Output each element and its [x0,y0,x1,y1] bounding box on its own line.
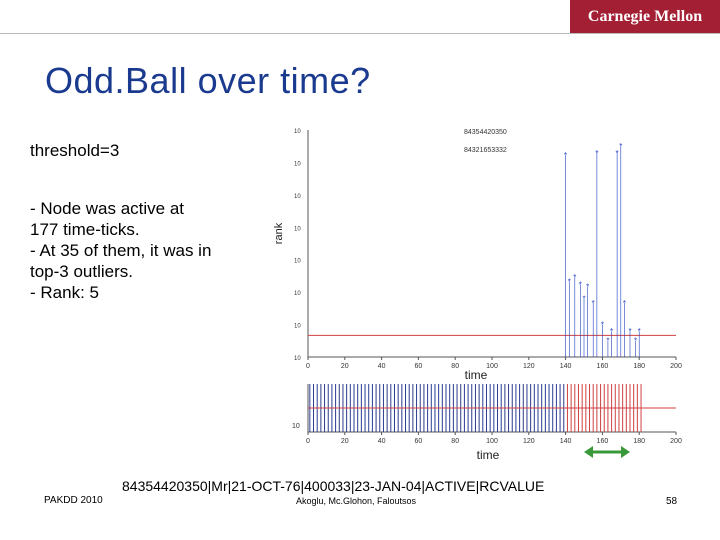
footer-venue: PAKDD 2010 [44,495,103,506]
x-tick-label: 0 [306,363,310,370]
bullet-line: - At 35 of them, it was in [30,241,212,260]
threshold-text: threshold=3 [30,141,120,160]
data-point: * [601,320,604,329]
y-tick-label: 10 [294,259,301,265]
y-tick-label: 10 [294,324,301,330]
y-tick-label: 10 [294,226,301,232]
x-tick-label: 140 [560,363,572,370]
data-point: * [638,327,641,336]
legend-entry: 84321653332 [464,147,507,154]
university-logo: Carnegie Mellon [570,0,720,33]
bullet-line: - Node was active at [30,199,185,218]
y-tick-label: 10 [292,423,300,430]
data-point: * [623,299,626,308]
data-point: * [619,142,622,151]
bullet-list: - Node was active at 177 time-ticks. - A… [30,198,211,303]
data-point: * [616,149,619,158]
header-divider [0,33,720,34]
data-point: * [592,299,595,308]
data-point: * [568,277,571,286]
x-tick-label: 200 [670,438,682,445]
bullet-line: - Rank: 5 [30,283,99,302]
data-point: * [573,273,576,282]
y-tick-label: 10 [294,161,301,167]
x-tick-label: 20 [341,363,349,370]
x-tick-label: 40 [378,438,386,445]
footer-authors: Akoglu, Mc.Glohon, Faloutsos [296,496,417,506]
data-point: * [595,149,598,158]
x-tick-label: 100 [486,363,498,370]
data-point: * [606,337,609,346]
data-point: * [586,283,589,292]
y-tick-label: 10 [294,194,301,200]
x-tick-label: 180 [633,363,645,370]
header-bar: Carnegie Mellon [0,0,720,33]
y-tick-label: 10 [294,291,301,297]
x-tick-label: 60 [415,438,423,445]
x-tick-label: 180 [633,438,645,445]
bullet-line: top-3 outliers. [30,262,133,281]
x-tick-label: 100 [486,438,498,445]
range-arrow-icon [584,446,630,458]
data-point: * [610,327,613,336]
page-number: 58 [666,496,678,507]
x-axis-label: time [465,368,488,382]
bullet-line: 177 time-ticks. [30,220,140,239]
x-tick-label: 60 [415,363,423,370]
data-point: * [634,337,637,346]
x-tick-label: 120 [523,363,535,370]
x-tick-label: 80 [451,438,459,445]
x-tick-label: 160 [597,363,609,370]
data-point: * [582,295,585,304]
x-tick-label: 120 [523,438,535,445]
data-point: * [628,327,631,336]
legend-entry: 84354420350 [464,129,507,136]
data-point: * [564,151,567,160]
y-tick-label: 10 [294,129,301,135]
slide-title: Odd.Ball over time? [45,60,371,101]
node-record-caption: 84354420350|Mr|21-OCT-76|400033|23-JAN-0… [122,478,545,494]
x-tick-label: 80 [451,363,459,370]
x-tick-label: 0 [306,438,310,445]
x-tick-label: 160 [597,438,609,445]
x-tick-label: 40 [378,363,386,370]
x-axis-label: time [477,448,500,462]
x-tick-label: 140 [560,438,572,445]
y-axis-label: rank [273,222,285,244]
data-point: * [579,280,582,289]
x-tick-label: 20 [341,438,349,445]
y-tick-label: 10 [294,356,301,362]
x-tick-label: 200 [670,363,682,370]
